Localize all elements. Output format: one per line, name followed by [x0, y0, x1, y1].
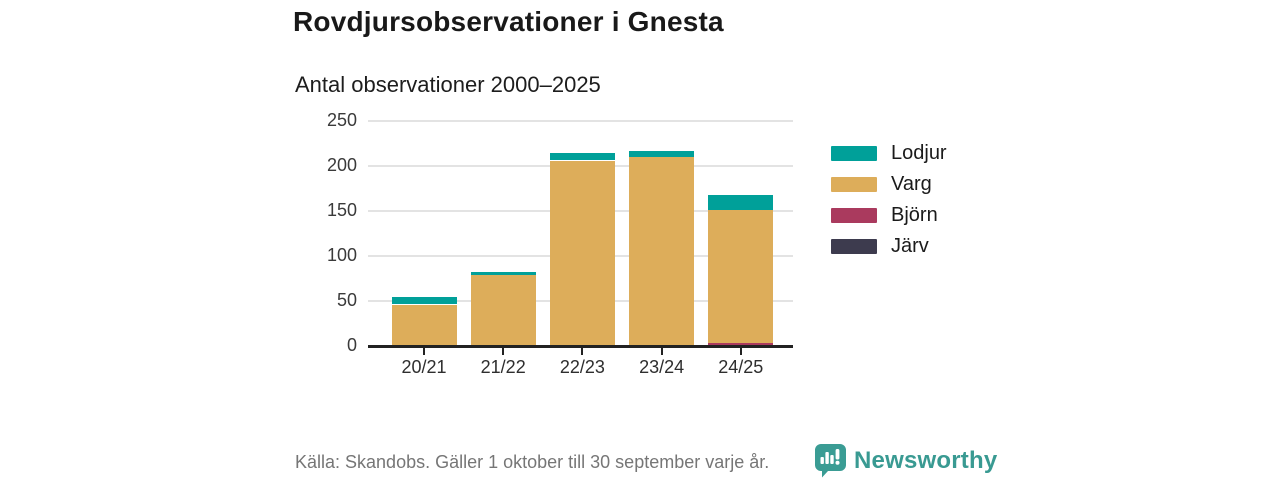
axis-baseline: [368, 345, 793, 348]
y-axis-label: 50: [336, 290, 357, 310]
gridline: [368, 120, 793, 122]
x-axis-tick: [739, 348, 742, 355]
x-axis-label: 20/21: [401, 357, 447, 377]
legend-label: Järv: [891, 235, 929, 257]
newsworthy-wordmark: Newsworthy: [854, 446, 998, 474]
x-axis-tick: [581, 348, 584, 355]
legend: Lodjur Varg Björn Järv: [831, 142, 947, 266]
bar-segment-varg: [629, 156, 695, 345]
source-note: Källa: Skandobs. Gäller 1 oktober till 3…: [295, 452, 770, 472]
y-axis-label: 100: [326, 245, 357, 265]
bar-segment-björn: [708, 343, 774, 345]
bar-segment-varg: [470, 274, 536, 345]
chart-title: Rovdjursobservationer i Gnesta: [293, 6, 724, 37]
bar-segment-lodjur: [629, 150, 695, 157]
legend-swatch: [831, 207, 877, 223]
x-axis-tick: [502, 348, 505, 355]
chart-subtitle: Antal observationer 2000–2025: [295, 72, 601, 97]
x-axis-tick: [660, 348, 663, 355]
newsworthy-logo[interactable]: Newsworthy: [814, 443, 997, 478]
bar-segment-lodjur: [549, 153, 615, 161]
legend-swatch: [831, 176, 877, 192]
bar-segment-lodjur: [470, 272, 536, 275]
newsworthy-icon: [815, 444, 846, 478]
x-axis-label: 23/24: [639, 357, 685, 377]
bar-segment-varg: [549, 160, 615, 345]
y-axis-label: 250: [326, 110, 357, 130]
legend-row-varg: Varg: [831, 173, 947, 195]
legend-row-björn: Björn: [831, 204, 947, 226]
bar-segment-varg: [708, 210, 774, 344]
x-axis-label: 21/22: [480, 357, 526, 377]
x-axis-tick: [423, 348, 425, 355]
bar-segment-lodjur: [708, 194, 774, 210]
legend-swatch: [831, 145, 877, 161]
legend-row-lodjur: Lodjur: [831, 142, 947, 164]
bar-segment-lodjur: [391, 297, 457, 305]
x-axis-label: 24/25: [718, 357, 764, 377]
x-axis-label: 22/23: [559, 357, 605, 377]
legend-label: Björn: [891, 204, 938, 226]
bar-segment-varg: [391, 304, 457, 345]
y-axis-label: 150: [326, 200, 357, 220]
y-axis-label: 200: [326, 155, 357, 175]
legend-swatch: [831, 238, 877, 254]
y-axis-label: 0: [346, 335, 357, 355]
legend-label: Lodjur: [891, 142, 947, 164]
legend-row-järv: Järv: [831, 235, 947, 257]
legend-label: Varg: [891, 173, 932, 195]
